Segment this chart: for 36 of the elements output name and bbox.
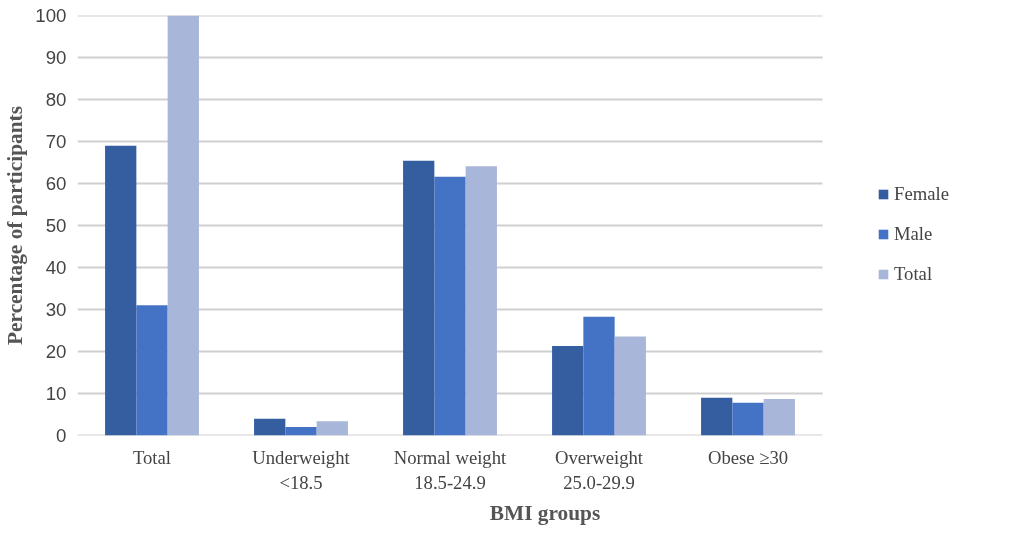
- y-tick-label: 70: [45, 131, 67, 152]
- bar: [434, 176, 466, 436]
- bar: [732, 402, 764, 436]
- legend-label: Female: [894, 183, 949, 205]
- y-tick-label: 100: [35, 5, 67, 26]
- y-tick-label: 0: [56, 425, 67, 446]
- bar: [136, 305, 168, 436]
- bar: [701, 397, 733, 436]
- y-tick-label: 40: [45, 257, 67, 278]
- bar: [465, 166, 497, 436]
- bar: [254, 418, 286, 436]
- x-tick-label: Total: [132, 446, 172, 468]
- x-axis-title: BMI groups: [489, 500, 601, 525]
- bar: [763, 398, 795, 436]
- legend-label: Total: [894, 263, 933, 285]
- y-tick-label: 60: [45, 173, 67, 194]
- bar: [316, 421, 348, 436]
- bar: [614, 336, 646, 436]
- bar: [583, 316, 615, 436]
- y-tick-label: 10: [45, 383, 67, 404]
- bar: [403, 160, 435, 436]
- bar: [285, 427, 317, 436]
- x-tick-label: Underweight <18.5: [252, 446, 351, 493]
- x-tick-label: Obese ≥30: [707, 446, 789, 468]
- bar: [552, 346, 584, 436]
- y-tick-label: 20: [45, 341, 67, 362]
- legend-label: Male: [894, 223, 933, 245]
- x-tick-label: Normal weight 18.5-24.9: [393, 446, 508, 493]
- bar: [105, 145, 137, 436]
- y-axis-title: Percentage of participants: [3, 106, 28, 345]
- y-tick-label: 80: [45, 89, 67, 110]
- y-tick-label: 50: [45, 215, 67, 236]
- y-tick-label: 30: [45, 299, 67, 320]
- y-tick-label: 90: [45, 47, 67, 68]
- bar: [167, 15, 199, 436]
- x-tick-label: Overweight 25.0-29.9: [554, 446, 644, 493]
